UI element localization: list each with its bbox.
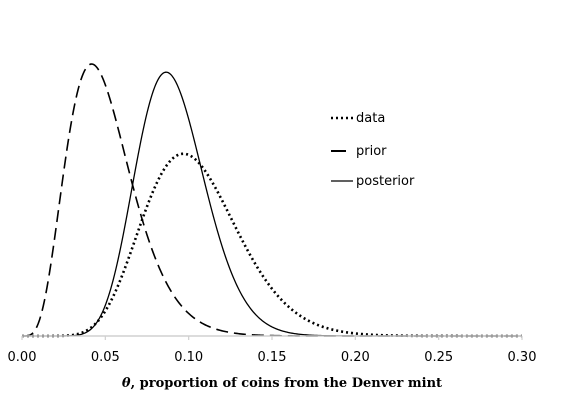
series-posterior-line — [22, 71, 522, 337]
legend-label-data: data — [356, 111, 385, 126]
x-tick-label: 0.20 — [341, 350, 370, 365]
legend: data prior posterior — [331, 111, 415, 189]
x-tick-label: 0.25 — [424, 350, 453, 365]
x-axis-label: θ, proportion of coins from the Denver m… — [122, 376, 442, 391]
x-axis-label-symbol: θ — [122, 376, 131, 391]
x-tick-label: 0.00 — [8, 350, 37, 365]
x-tick-label: 0.05 — [91, 350, 120, 365]
curves-group — [22, 63, 522, 338]
x-axis-ticks: 0.00 0.05 0.10 0.15 0.20 0.25 0.30 — [8, 336, 537, 365]
x-tick-label: 0.30 — [508, 350, 537, 365]
series-prior-line — [22, 63, 522, 337]
series-data-line — [22, 152, 522, 338]
legend-label-prior: prior — [356, 144, 387, 159]
x-tick-label: 0.10 — [174, 350, 203, 365]
x-tick-label: 0.15 — [258, 350, 287, 365]
legend-label-posterior: posterior — [356, 174, 415, 189]
x-axis-label-text: , proportion of coins from the Denver mi… — [131, 376, 442, 391]
